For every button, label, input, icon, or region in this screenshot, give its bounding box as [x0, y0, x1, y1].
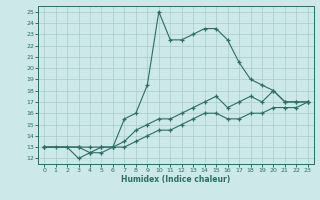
X-axis label: Humidex (Indice chaleur): Humidex (Indice chaleur) [121, 175, 231, 184]
